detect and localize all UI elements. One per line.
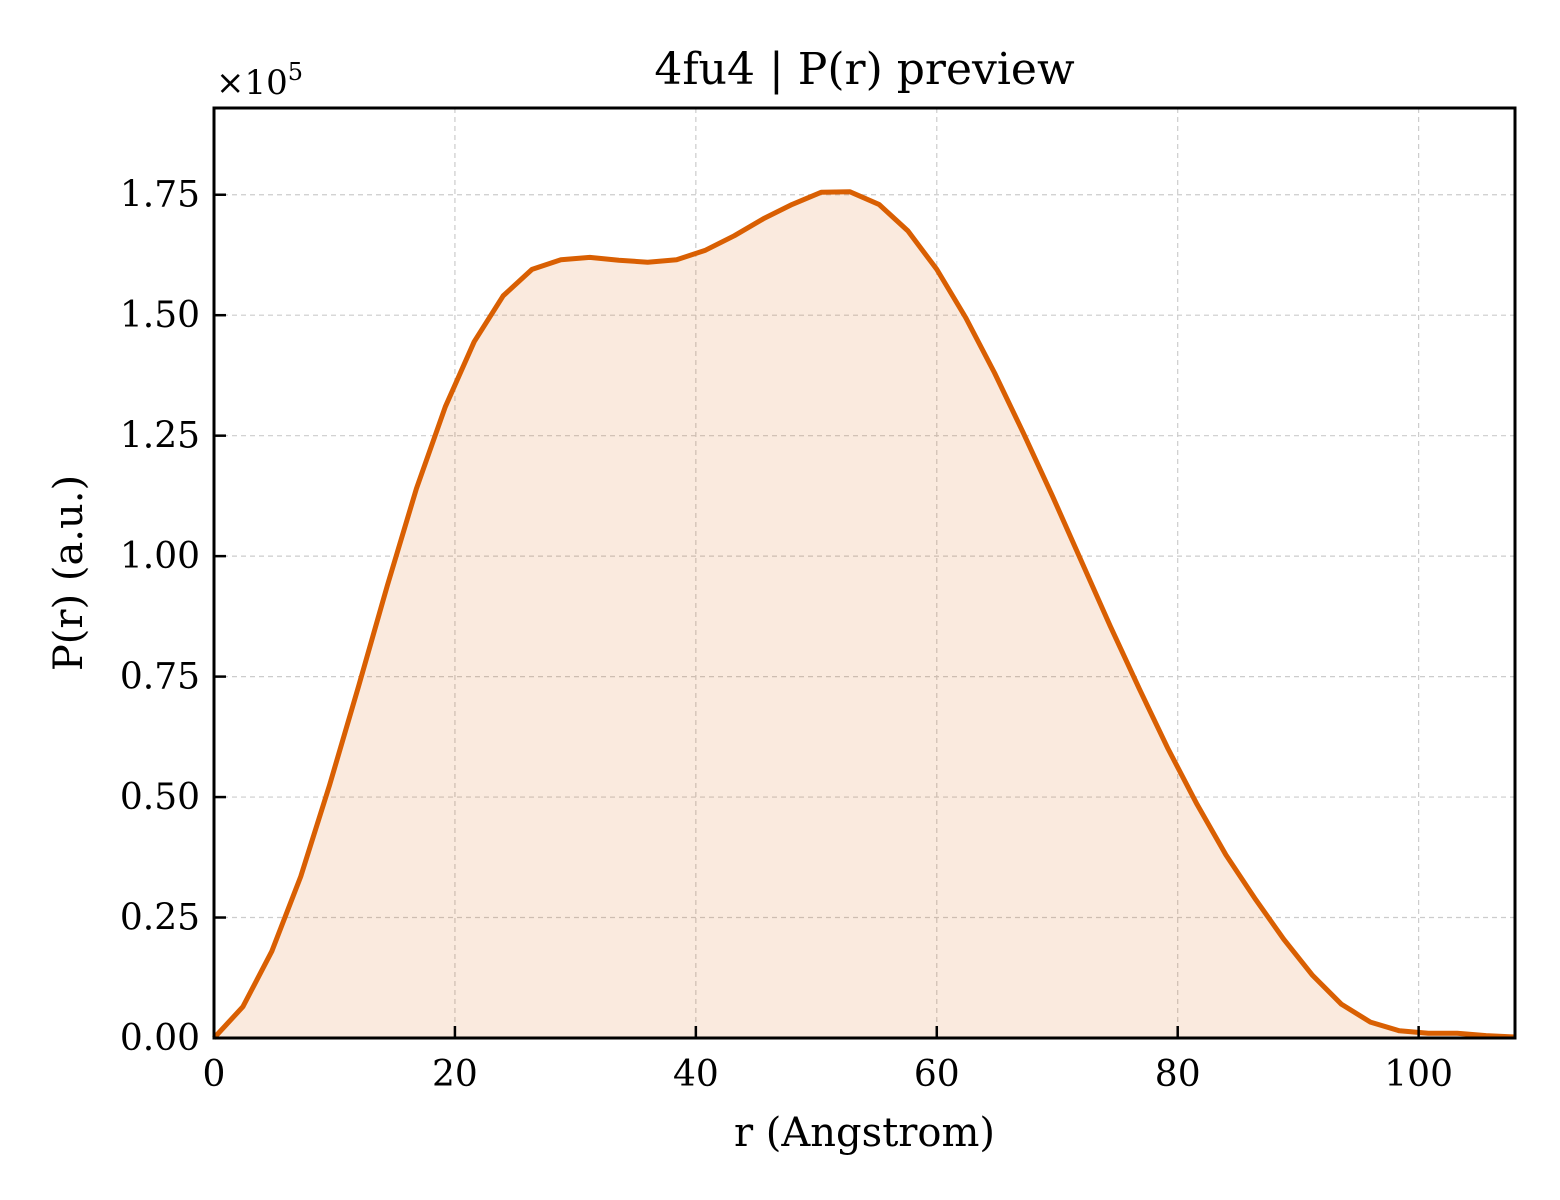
series-line bbox=[212, 189, 1516, 1040]
area-fill bbox=[214, 191, 1515, 1039]
y-tick-label: 1.25 bbox=[120, 416, 200, 457]
axis-ticks: 0 20 40 60 80 100 0.00 0.25 0.50 0.75 1.00 1.25 1.50… bbox=[120, 175, 1453, 1095]
y-tick-label: 0.00 bbox=[120, 1018, 200, 1059]
x-tick-label: 40 bbox=[673, 1054, 719, 1095]
x-tick-label: 80 bbox=[1155, 1054, 1201, 1095]
y-tick-label: 1.75 bbox=[120, 175, 200, 216]
x-tick-label: 20 bbox=[432, 1054, 478, 1095]
y-tick-label: 0.50 bbox=[120, 777, 200, 818]
y-scale-exponent: 5 bbox=[288, 58, 303, 86]
x-axis-label: r (Angstrom) bbox=[734, 1110, 995, 1156]
chart-title: 4fu4 | P(r) preview bbox=[654, 44, 1075, 95]
y-tick-label: 1.00 bbox=[120, 536, 200, 577]
y-tick-label: 1.50 bbox=[120, 295, 200, 336]
axes-frame bbox=[212, 106, 1517, 1040]
x-tick-label: 100 bbox=[1384, 1054, 1453, 1095]
x-tick-label: 60 bbox=[914, 1054, 960, 1095]
y-scale-base: ×10 bbox=[216, 63, 288, 103]
y-axis-label: P(r) (a.u.) bbox=[46, 475, 92, 671]
grid-lines bbox=[214, 108, 1515, 1038]
y-scale-multiplier: ×105 bbox=[216, 58, 303, 103]
y-tick-label: 0.75 bbox=[120, 657, 200, 698]
x-tick-label: 0 bbox=[203, 1054, 226, 1095]
y-tick-label: 0.25 bbox=[120, 898, 200, 939]
